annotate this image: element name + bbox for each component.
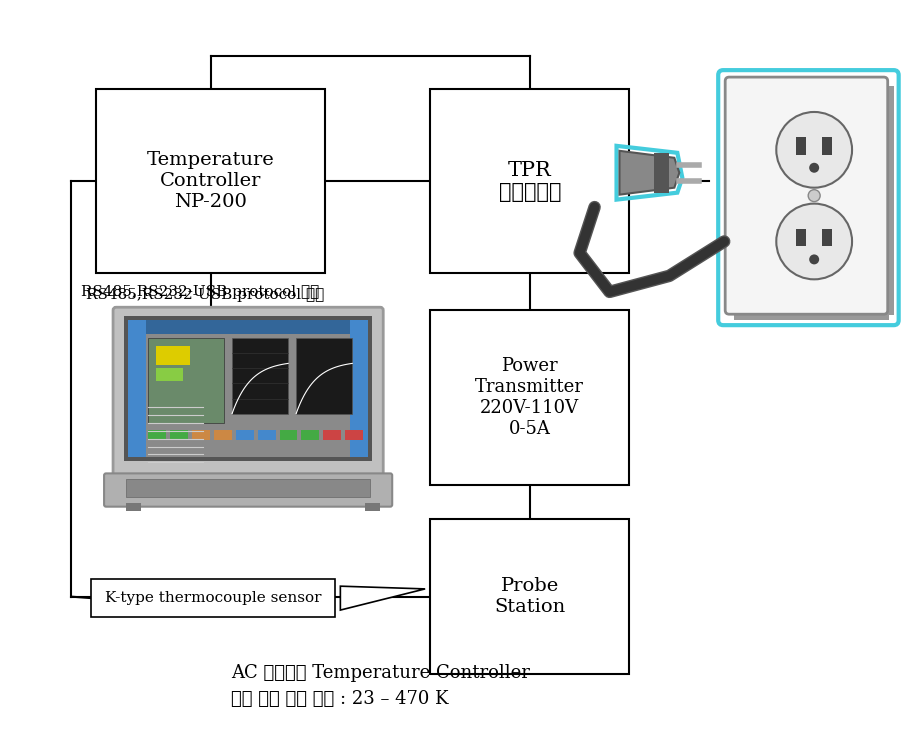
Bar <box>350 320 369 457</box>
Bar <box>296 338 352 414</box>
Bar <box>146 320 350 457</box>
Text: 가변 제어 온도 범위 : 23 – 470 K: 가변 제어 온도 범위 : 23 – 470 K <box>231 690 448 708</box>
Bar <box>365 503 380 511</box>
Text: K-type thermocouple sensor: K-type thermocouple sensor <box>105 591 322 605</box>
Circle shape <box>808 189 820 202</box>
Bar <box>430 310 630 484</box>
Circle shape <box>810 163 819 172</box>
Circle shape <box>810 255 819 264</box>
Bar <box>823 137 832 155</box>
Bar <box>346 430 363 440</box>
Bar <box>734 310 889 320</box>
FancyBboxPatch shape <box>104 473 392 506</box>
Text: Temperature
Controller
NP-200: Temperature Controller NP-200 <box>147 151 275 211</box>
Bar <box>91 579 335 617</box>
Bar <box>96 89 325 273</box>
Polygon shape <box>340 586 425 610</box>
Bar <box>884 86 893 315</box>
Bar <box>654 153 669 192</box>
Bar <box>796 228 806 247</box>
Circle shape <box>777 203 852 280</box>
Bar <box>279 430 298 440</box>
Bar <box>323 430 341 440</box>
Bar <box>823 228 832 247</box>
Text: RS485,RS232-USB protocol 통신: RS485,RS232-USB protocol 통신 <box>81 286 320 299</box>
Text: Power
Transmitter
220V-110V
0-5A: Power Transmitter 220V-110V 0-5A <box>475 357 584 437</box>
Text: TPR
전력증폭기: TPR 전력증폭기 <box>498 161 561 202</box>
Bar <box>235 430 254 440</box>
Bar <box>156 346 190 365</box>
Bar <box>128 320 146 457</box>
Circle shape <box>777 112 852 188</box>
Bar <box>233 338 289 414</box>
Bar <box>796 137 806 155</box>
Bar <box>126 503 141 511</box>
Bar <box>124 316 372 462</box>
Bar <box>156 368 183 381</box>
Text: Probe
Station: Probe Station <box>494 577 565 616</box>
Bar <box>430 520 630 674</box>
Bar <box>148 338 224 424</box>
FancyBboxPatch shape <box>113 308 383 476</box>
Bar <box>430 89 630 273</box>
Text: RS485,RS232-USB protocol 통신: RS485,RS232-USB protocol 통신 <box>86 288 324 302</box>
Text: AC 교류방식 Temperature Controller: AC 교류방식 Temperature Controller <box>231 664 529 682</box>
Bar <box>146 320 350 334</box>
Bar <box>148 430 166 440</box>
Bar <box>257 430 276 440</box>
Polygon shape <box>619 150 679 195</box>
Bar <box>192 430 210 440</box>
Bar <box>301 430 320 440</box>
Bar <box>170 430 187 440</box>
Bar <box>214 430 232 440</box>
Bar <box>126 479 370 497</box>
FancyBboxPatch shape <box>725 77 888 314</box>
